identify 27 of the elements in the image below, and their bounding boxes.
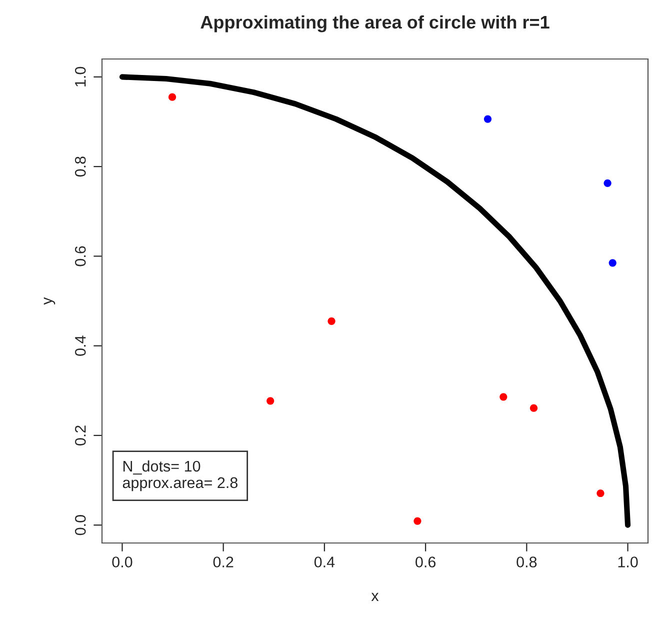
- point: [168, 93, 176, 101]
- point: [608, 259, 616, 267]
- point: [266, 397, 274, 405]
- point: [500, 393, 508, 401]
- x-tick-label: 0.6: [416, 556, 436, 568]
- y-axis-title: y: [44, 297, 56, 305]
- point: [604, 179, 612, 187]
- x-tick-label: 1.0: [618, 556, 638, 568]
- y-tick-label: 0.4: [74, 336, 86, 356]
- y-tick-label: 0.8: [74, 156, 86, 177]
- y-tick-label: 0.0: [74, 515, 86, 536]
- x-tick-label: 0.0: [112, 556, 132, 568]
- point: [414, 517, 422, 525]
- x-tick-label: 0.2: [213, 556, 234, 568]
- point: [484, 115, 492, 123]
- point: [596, 489, 604, 498]
- y-tick-label: 0.6: [74, 246, 86, 266]
- annotation: N_dots= 10: [123, 460, 200, 475]
- y-tick-label: 1.0: [74, 66, 86, 86]
- x-tick-label: 0.4: [314, 556, 335, 568]
- y-tick-label: 0.2: [74, 426, 86, 446]
- point: [328, 317, 336, 325]
- x-axis-title: x: [371, 592, 379, 601]
- annotation: approx.area= 2.8: [122, 477, 238, 492]
- chart-title: Approximating the area of circle with r=1: [200, 15, 550, 32]
- point: [530, 404, 538, 412]
- x-tick-label: 0.8: [516, 556, 537, 568]
